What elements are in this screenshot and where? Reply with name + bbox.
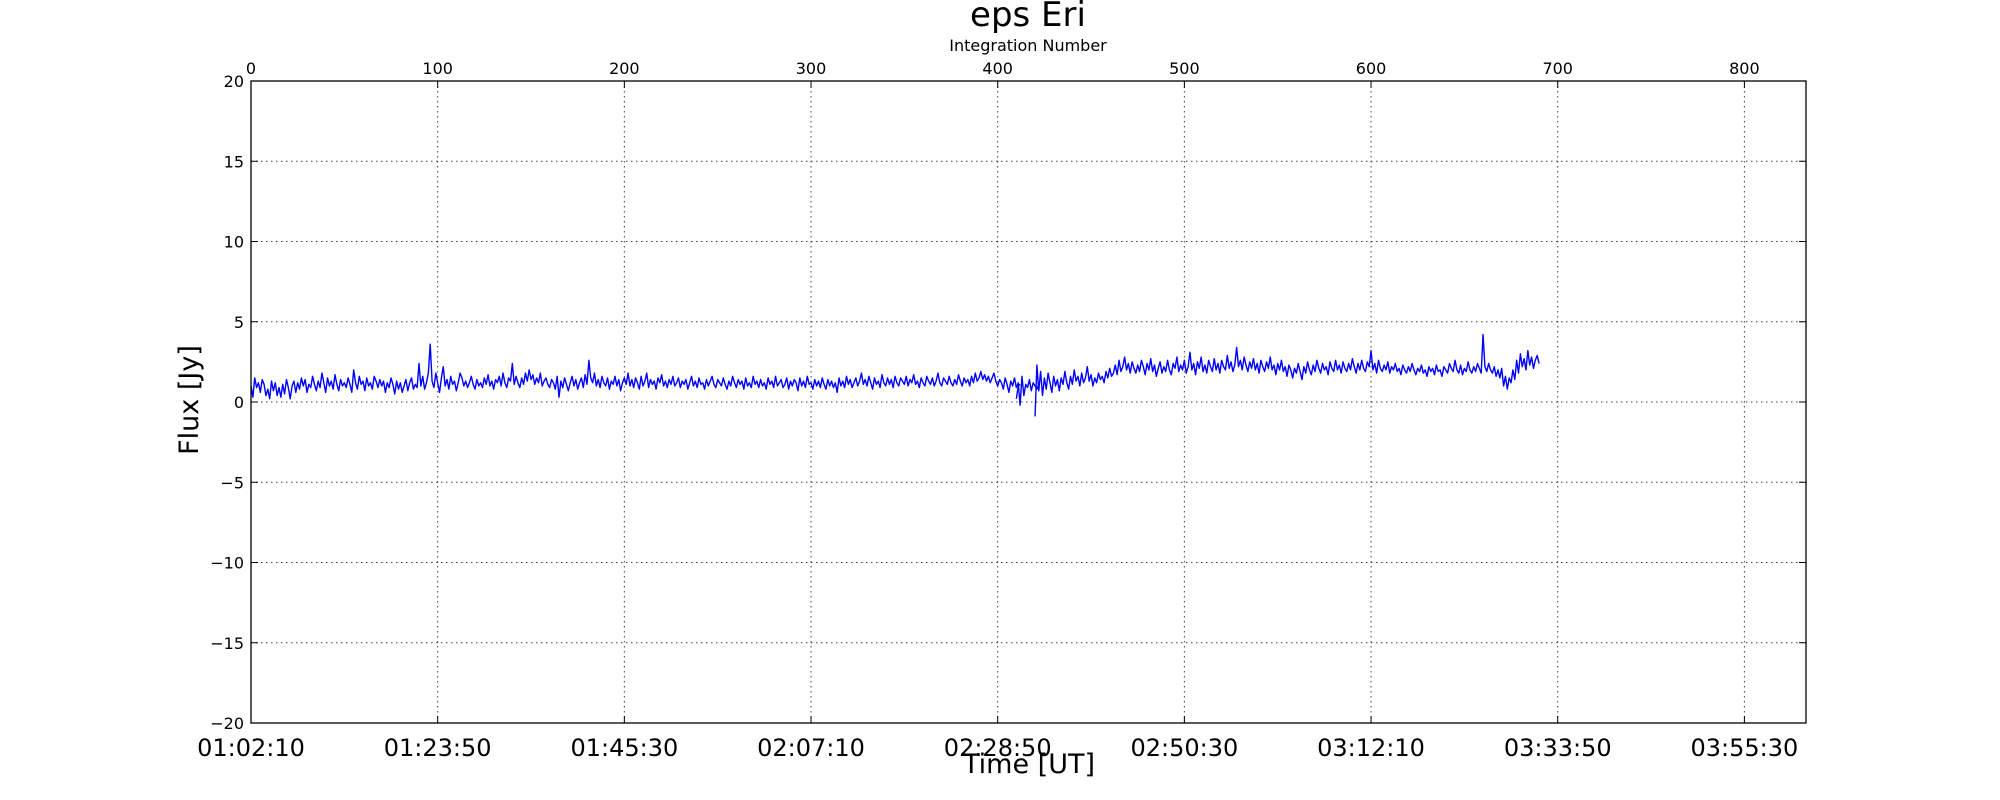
y-tick-label: −20	[210, 714, 244, 733]
x-tick-label-time: 03:55:30	[1690, 734, 1798, 762]
y-axis-label: Flux [Jy]	[174, 345, 205, 455]
y-tick-label: −15	[210, 634, 244, 653]
chart-title: eps Eri	[970, 0, 1086, 35]
y-tick-label: −5	[220, 473, 244, 492]
top-axis-label: Integration Number	[949, 36, 1107, 55]
y-tick-label: 20	[224, 72, 244, 91]
x-tick-label-integration: 100	[422, 59, 453, 78]
x-tick-label-integration: 200	[609, 59, 640, 78]
x-tick-label-time: 03:12:10	[1317, 734, 1425, 762]
x-tick-label-time: 01:45:30	[570, 734, 678, 762]
x-tick-label-integration: 500	[1169, 59, 1200, 78]
x-axis-label: Time [UT]	[962, 749, 1095, 780]
flux-series-line	[1015, 383, 1021, 399]
axis-ticks: −20 −15 −10 −5 0 5 10 15 20 01:02:10 01:23:50 01:45…	[197, 59, 1806, 762]
x-tick-label-integration: 400	[982, 59, 1013, 78]
x-tick-label-integration: 600	[1356, 59, 1387, 78]
x-tick-label-time: 02:50:30	[1130, 734, 1238, 762]
x-tick-label-time: 02:07:10	[757, 734, 865, 762]
plot-frame	[250, 80, 1807, 724]
y-tick-label: −10	[210, 554, 244, 573]
x-tick-label-time: 01:23:50	[384, 734, 492, 762]
x-tick-label-time: 03:33:50	[1504, 734, 1612, 762]
x-tick-label-time: 01:02:10	[197, 734, 305, 762]
y-tick-label: 10	[224, 233, 244, 252]
y-tick-label: 0	[234, 393, 244, 412]
flux-series-line	[1034, 333, 1540, 417]
x-tick-label-integration: 800	[1729, 59, 1760, 78]
data-series	[250, 333, 1540, 417]
x-tick-label-time: 02:28:50	[944, 734, 1052, 762]
x-tick-label-integration: 700	[1542, 59, 1573, 78]
x-tick-label-integration: 0	[246, 59, 256, 78]
x-tick-label-integration: 300	[796, 59, 827, 78]
y-tick-label: 5	[234, 313, 244, 332]
y-tick-label: 15	[224, 152, 244, 171]
grid-lines	[251, 81, 1806, 723]
flux-series-line	[250, 343, 1040, 406]
